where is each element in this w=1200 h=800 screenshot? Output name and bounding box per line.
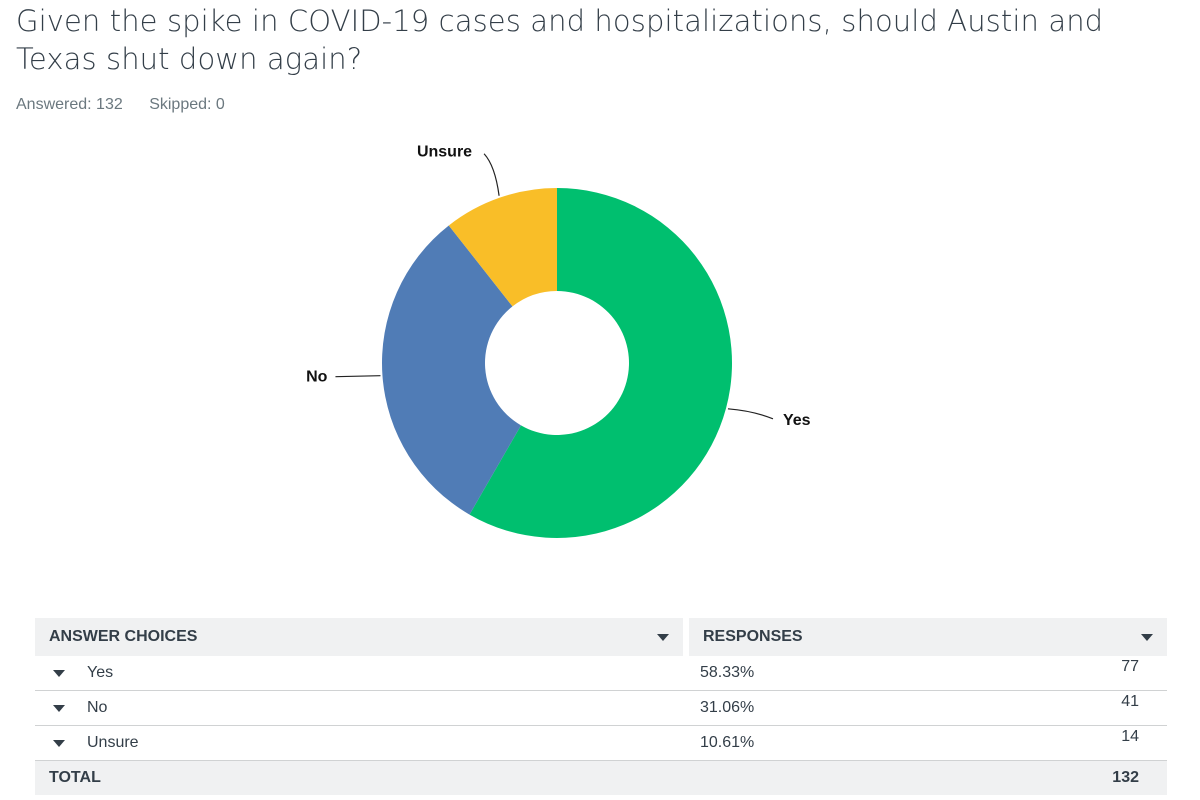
chart-labels: Yes No Unsure [306, 144, 811, 429]
response-cell: 31.06% 41 [686, 690, 1167, 726]
choice-label: No [87, 699, 108, 716]
responses-table: ANSWER CHOICES RESPONSES Yes 58.33% 77 No 31… [35, 618, 1167, 795]
response-cell: 58.33% 77 [686, 656, 1167, 691]
expand-caret-icon[interactable] [53, 739, 65, 747]
total-count: 132 [1112, 769, 1139, 786]
responses-header-label: RESPONSES [703, 628, 803, 645]
total-cell: 132 [686, 760, 1167, 795]
slice-label-no: No [306, 369, 328, 386]
answer-choices-header[interactable]: ANSWER CHOICES [35, 618, 689, 656]
slice-no[interactable] [382, 225, 522, 515]
response-count: 14 [1121, 728, 1139, 745]
slice-unsure[interactable] [448, 188, 557, 307]
choice-label: Yes [87, 664, 114, 681]
chart-slices [382, 188, 733, 538]
response-percent: 10.61% [700, 734, 755, 751]
response-cell: 10.61% 14 [686, 725, 1167, 761]
sort-caret-icon[interactable] [657, 633, 669, 641]
leader-line [335, 375, 381, 378]
leader-line [483, 153, 500, 196]
total-label: TOTAL [35, 760, 686, 795]
leader-line [727, 408, 774, 420]
choice-label: Unsure [87, 734, 139, 751]
slice-label-unsure: Unsure [417, 144, 472, 161]
skipped-count: Skipped: 0 [149, 96, 225, 113]
total-row: TOTAL 132 [35, 760, 1167, 795]
slice-label-yes: Yes [783, 412, 811, 429]
expand-caret-icon[interactable] [53, 704, 65, 712]
table-row: Yes 58.33% 77 [35, 656, 1167, 691]
choice-cell: No [35, 690, 686, 726]
choice-cell: Yes [35, 656, 686, 691]
response-count: 41 [1121, 693, 1139, 710]
response-count: 77 [1121, 658, 1139, 675]
table-row: Unsure 10.61% 14 [35, 725, 1167, 761]
answered-count: Answered: 132 [16, 96, 123, 113]
response-percent: 31.06% [700, 699, 755, 716]
slice-yes[interactable] [469, 188, 733, 538]
donut-chart: Yes No Unsure [306, 144, 811, 538]
response-stats: Answered: 132 Skipped: 0 [16, 96, 247, 114]
sort-caret-icon[interactable] [1141, 633, 1153, 641]
response-percent: 58.33% [700, 664, 755, 681]
expand-caret-icon[interactable] [53, 669, 65, 677]
responses-header[interactable]: RESPONSES [686, 618, 1167, 656]
answer-choices-header-label: ANSWER CHOICES [49, 628, 198, 645]
choice-cell: Unsure [35, 725, 686, 761]
table-row: No 31.06% 41 [35, 690, 1167, 726]
question-title: Given the spike in COVID-19 cases and ho… [16, 4, 1104, 76]
